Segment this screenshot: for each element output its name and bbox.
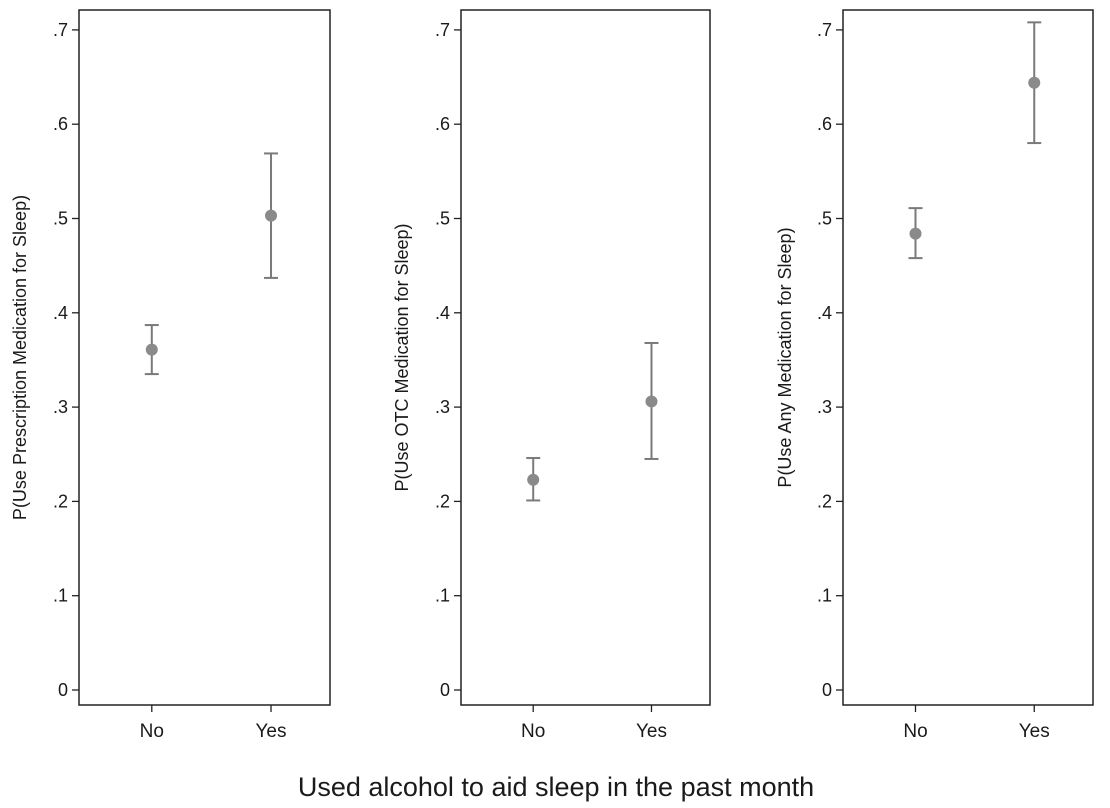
- panel-1: 0 .1 .2 .3 .4 .5 .6 .7 P(Use Prescription Medica…: [10, 9, 331, 742]
- y-tick-label: .1: [435, 586, 450, 606]
- point-marker: [265, 209, 278, 222]
- y-tick-label: .2: [817, 491, 832, 511]
- y-tick-label: .5: [435, 209, 450, 229]
- plot-frame: [460, 9, 711, 706]
- x-tick-label: No: [140, 721, 164, 742]
- y-tick-label: .3: [53, 397, 68, 417]
- plot-frame: [842, 9, 1094, 706]
- panel-3: 0 .1 .2 .3 .4 .5 .6 .7 P(Use Any Medication for …: [775, 9, 1094, 742]
- y-tick-label: .5: [817, 209, 832, 229]
- y-tick-label: .6: [435, 114, 450, 134]
- x-tick-label: Yes: [1019, 721, 1050, 742]
- point-marker: [145, 343, 158, 356]
- y-tick-label: .2: [435, 491, 450, 511]
- y-tick-label: .1: [817, 586, 832, 606]
- panel-2: 0 .1 .2 .3 .4 .5 .6 .7 P(Use OTC Medication for …: [392, 9, 711, 742]
- y-tick-label: .3: [435, 397, 450, 417]
- x-tick-label: No: [903, 721, 927, 742]
- plot-frame: [78, 9, 331, 706]
- y-tick-label: .5: [53, 209, 68, 229]
- y-tick-label: 0: [822, 680, 832, 700]
- y-axis-label: P(Use Prescription Medication for Sleep): [10, 195, 30, 520]
- y-tick-label: .3: [817, 397, 832, 417]
- y-tick-label: .7: [817, 20, 832, 40]
- y-axis-label: P(Use OTC Medication for Sleep): [392, 223, 412, 491]
- point-marker: [527, 473, 540, 486]
- point-marker: [1028, 76, 1041, 89]
- y-tick-label: .7: [435, 20, 450, 40]
- x-tick-label: Yes: [636, 721, 667, 742]
- y-tick-label: 0: [440, 680, 450, 700]
- y-tick-label: .4: [817, 303, 832, 323]
- y-tick-label: .7: [53, 20, 68, 40]
- y-tick-label: .2: [53, 491, 68, 511]
- y-tick-label: 0: [58, 680, 68, 700]
- x-tick-label: No: [521, 721, 545, 742]
- panels: 0 .1 .2 .3 .4 .5 .6 .7 P(Use Prescription Medica…: [10, 9, 1094, 742]
- y-tick-label: .4: [435, 303, 450, 323]
- x-tick-label: Yes: [256, 721, 287, 742]
- y-tick-label: .6: [817, 114, 832, 134]
- y-tick-label: .1: [53, 586, 68, 606]
- point-marker: [645, 395, 658, 408]
- point-marker: [909, 227, 922, 240]
- y-tick-label: .6: [53, 114, 68, 134]
- y-axis-label: P(Use Any Medication for Sleep): [775, 227, 795, 487]
- x-axis-title: Used alcohol to aid sleep in the past mo…: [298, 772, 814, 802]
- y-tick-label: .4: [53, 303, 68, 323]
